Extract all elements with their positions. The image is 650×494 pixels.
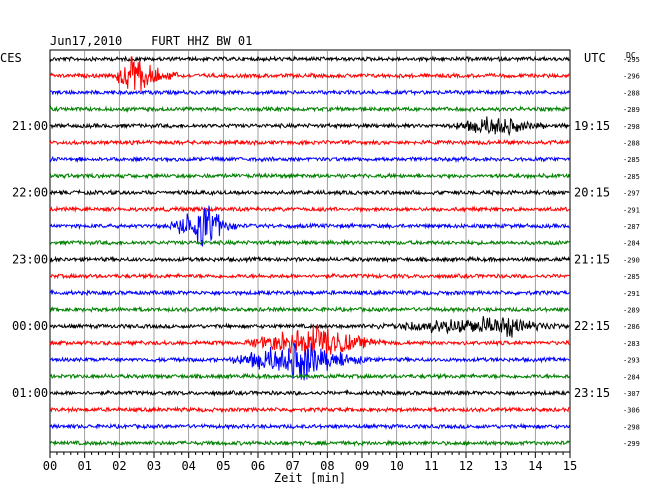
x-tick-label: 04 xyxy=(181,459,195,473)
grid-lines xyxy=(84,50,536,452)
left-hour-label: 22:00 xyxy=(12,186,48,200)
trace-line xyxy=(49,138,570,147)
dc-offset-label: -285 xyxy=(623,173,640,181)
dc-offset-label: -284 xyxy=(623,373,640,381)
left-hour-labels: 21:00 22:00 23:00 00:00 01:00 xyxy=(12,119,48,400)
right-hour-label: 19:15 xyxy=(574,119,610,133)
plot-frame xyxy=(49,49,571,453)
trace-layer xyxy=(49,55,570,447)
trace-line xyxy=(49,272,570,280)
trace-line xyxy=(49,372,570,381)
chart-title: Jun17,2010 FURT HHZ BW 01 xyxy=(50,34,252,48)
trace-line xyxy=(49,205,570,247)
dc-offset-label: -287 xyxy=(623,223,640,231)
dc-offset-label: -283 xyxy=(623,340,640,348)
x-tick-label: 15 xyxy=(563,459,577,473)
left-hour-label: 01:00 xyxy=(12,386,48,400)
x-axis: 00 01 02 03 04 05 06 07 08 09 10 11 12 13 14 15 xyxy=(43,452,577,473)
trace-line xyxy=(49,288,570,297)
x-tick-label: 12 xyxy=(459,459,473,473)
x-tick-label: 13 xyxy=(493,459,507,473)
right-hour-label: 23:15 xyxy=(574,386,610,400)
left-hour-label: 23:00 xyxy=(12,252,48,266)
trace-line xyxy=(49,422,570,431)
right-hour-labels: 19:15 20:15 21:15 22:15 23:15 xyxy=(574,119,610,400)
trace-line xyxy=(49,343,570,381)
right-hour-label: 20:15 xyxy=(574,186,610,200)
dc-offset-label: -291 xyxy=(623,290,640,298)
dc-offset-label: -285 xyxy=(623,156,640,164)
dc-offset-label: -299 xyxy=(623,440,640,448)
dc-offset-label: -289 xyxy=(623,106,640,114)
dc-offset-label: -288 xyxy=(623,89,640,97)
trace-line xyxy=(49,389,570,397)
dc-offset-label: -289 xyxy=(623,307,640,315)
dc-offset-label: -306 xyxy=(623,407,640,415)
dc-offset-label: -307 xyxy=(623,390,640,398)
trace-line xyxy=(49,55,570,63)
trace-line xyxy=(49,105,570,114)
trace-line xyxy=(49,439,570,447)
trace-line xyxy=(49,188,570,197)
x-tick-label: 01 xyxy=(77,459,91,473)
trace-line xyxy=(49,172,570,180)
dc-offset-label: -293 xyxy=(623,357,640,365)
trace-line xyxy=(49,316,570,338)
x-tick-label: 11 xyxy=(424,459,438,473)
x-tick-label: 02 xyxy=(112,459,126,473)
x-tick-label: 14 xyxy=(528,459,542,473)
x-tick-label: 08 xyxy=(320,459,334,473)
trace-line xyxy=(49,56,570,92)
right-hour-label: 21:15 xyxy=(574,252,610,266)
trace-line xyxy=(49,88,570,97)
trace-line xyxy=(50,238,570,247)
x-tick-label: 05 xyxy=(216,459,230,473)
x-tick-label: 10 xyxy=(389,459,403,473)
trace-line xyxy=(49,405,570,414)
dc-offset-label: -288 xyxy=(623,140,640,148)
trace-line xyxy=(49,305,570,314)
left-hour-label: 00:00 xyxy=(12,319,48,333)
right-hour-label: 22:15 xyxy=(574,319,610,333)
left-timezone-label: CES xyxy=(0,51,22,65)
x-axis-label: Zeit [min] xyxy=(274,471,346,485)
dc-offset-label: -298 xyxy=(623,123,640,131)
trace-line xyxy=(49,255,570,264)
x-tick-label: 06 xyxy=(251,459,265,473)
x-tick-label: 00 xyxy=(43,459,57,473)
left-hour-label: 21:00 xyxy=(12,119,48,133)
dc-offset-label: -290 xyxy=(623,256,640,264)
right-timezone-label: UTC xyxy=(584,51,606,65)
x-tick-label: 07 xyxy=(285,459,299,473)
trace-line xyxy=(49,155,570,164)
dc-offset-label: -286 xyxy=(623,323,640,331)
dc-offset-label: -295 xyxy=(623,56,640,64)
x-tick-label: 03 xyxy=(147,459,161,473)
x-tick-label: 09 xyxy=(355,459,369,473)
trace-line xyxy=(49,116,570,137)
dc-offset-label: -298 xyxy=(623,423,640,431)
trace-line xyxy=(49,323,570,357)
dc-label: DC xyxy=(626,51,636,60)
trace-line xyxy=(49,205,570,214)
dc-offset-label: -297 xyxy=(623,190,640,198)
dc-offset-labels: -295 -296 -288 -289 -298 -288 -285 -285 -297 -291… xyxy=(623,56,640,448)
dc-offset-label: -284 xyxy=(623,240,640,248)
dc-offset-label: -291 xyxy=(623,206,640,214)
dc-offset-label: -296 xyxy=(623,73,640,81)
dc-offset-label: -285 xyxy=(623,273,640,281)
